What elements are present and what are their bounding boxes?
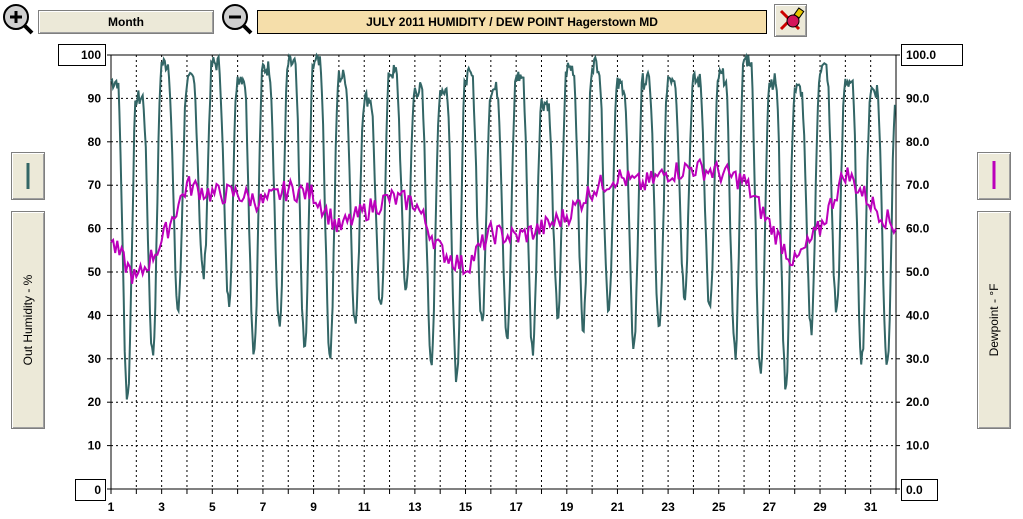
right-tick-label: 20.0 <box>906 395 930 409</box>
right-tick-label: 70.0 <box>906 178 930 192</box>
color-tool-button[interactable] <box>774 4 807 37</box>
x-tick-label: 3 <box>158 500 165 514</box>
right-tick-label: 60.0 <box>906 222 930 236</box>
right-axis-min: 0.0 <box>901 479 938 501</box>
x-tick-label: 11 <box>358 500 371 514</box>
x-tick-label: 1 <box>108 500 115 514</box>
left-axis-max: 100 <box>58 44 106 66</box>
zoom-out-button[interactable] <box>220 2 254 36</box>
right-axis-max: 100.0 <box>901 44 963 66</box>
right-tick-label: 40.0 <box>906 308 930 322</box>
left-axis-min: 0 <box>75 479 106 501</box>
humidity-series-line <box>110 52 896 400</box>
right-tick-label: 90.0 <box>906 91 930 105</box>
x-tick-label: 7 <box>260 500 267 514</box>
zoom-in-button[interactable] <box>1 2 35 36</box>
left-axis-title[interactable]: Out Humidity - % <box>11 211 45 429</box>
period-selector[interactable]: Month <box>38 10 214 34</box>
x-tick-label: 31 <box>864 500 878 514</box>
left-tick-label: 10 <box>88 439 102 453</box>
left-tick-label: 50 <box>88 265 102 279</box>
x-tick-label: 25 <box>712 500 726 514</box>
left-tick-label: 60 <box>88 222 102 236</box>
x-tick-label: 5 <box>209 500 216 514</box>
x-tick-label: 13 <box>408 500 422 514</box>
right-tick-label: 10.0 <box>906 439 930 453</box>
humidity-legend-swatch[interactable] <box>11 152 45 200</box>
x-tick-label: 27 <box>763 500 777 514</box>
dewpoint-line-icon <box>992 161 996 189</box>
dewpoint-series-line <box>110 157 897 284</box>
x-tick-label: 29 <box>813 500 827 514</box>
left-tick-label: 80 <box>88 135 102 149</box>
right-axis-title[interactable]: Dewpoint - °F <box>977 211 1011 429</box>
left-tick-label: 90 <box>88 91 102 105</box>
zoom-out-icon <box>222 4 253 35</box>
x-tick-label: 15 <box>459 500 473 514</box>
x-tick-label: 21 <box>611 500 625 514</box>
left-tick-label: 70 <box>88 178 102 192</box>
right-tick-label: 80.0 <box>906 135 930 149</box>
dewpoint-legend-swatch[interactable] <box>977 152 1011 200</box>
right-tick-label: 50.0 <box>906 265 930 279</box>
zoom-in-icon <box>3 4 34 35</box>
x-tick-label: 9 <box>310 500 317 514</box>
paint-palette-icon <box>779 7 805 31</box>
x-tick-label: 19 <box>560 500 574 514</box>
left-tick-label: 20 <box>88 395 102 409</box>
left-tick-label: 30 <box>88 352 102 366</box>
right-tick-label: 30.0 <box>906 352 930 366</box>
chart-title: JULY 2011 HUMIDITY / DEW POINT Hagerstow… <box>257 10 767 34</box>
x-tick-label: 17 <box>509 500 523 514</box>
left-tick-label: 40 <box>88 308 102 322</box>
x-tick-label: 23 <box>661 500 675 514</box>
humidity-line-icon <box>26 163 30 189</box>
